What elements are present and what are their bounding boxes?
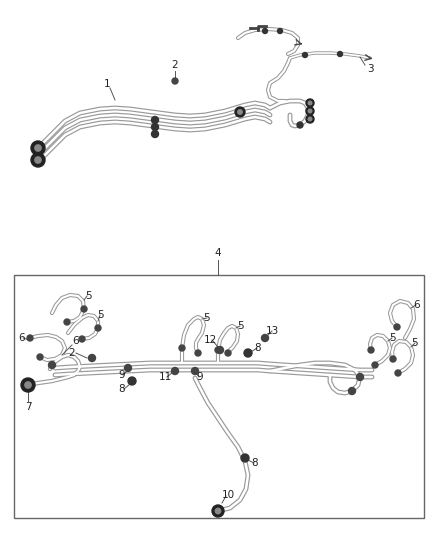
Circle shape [152, 117, 159, 124]
Text: 8: 8 [254, 343, 261, 353]
Circle shape [297, 122, 303, 128]
Circle shape [357, 374, 364, 381]
Circle shape [37, 354, 43, 360]
Text: 6: 6 [413, 300, 420, 310]
Text: 6: 6 [19, 333, 25, 343]
Circle shape [306, 107, 314, 115]
Text: 8: 8 [119, 384, 125, 394]
Circle shape [95, 325, 101, 331]
Text: 2: 2 [69, 348, 75, 358]
Circle shape [306, 115, 314, 123]
Text: 5: 5 [85, 291, 91, 301]
Text: 12: 12 [203, 335, 217, 345]
Circle shape [215, 508, 221, 514]
Circle shape [21, 378, 35, 392]
Circle shape [372, 362, 378, 368]
Circle shape [303, 52, 307, 58]
Circle shape [152, 124, 159, 131]
Text: 5: 5 [412, 338, 418, 348]
Text: 6: 6 [73, 336, 79, 346]
Text: 5: 5 [390, 333, 396, 343]
Circle shape [395, 370, 401, 376]
Circle shape [235, 107, 245, 117]
Circle shape [81, 306, 87, 312]
Text: 5: 5 [237, 321, 244, 331]
Circle shape [124, 365, 131, 372]
Text: 2: 2 [172, 60, 178, 70]
Circle shape [262, 28, 268, 34]
Circle shape [64, 319, 70, 325]
Circle shape [27, 335, 33, 341]
Circle shape [278, 28, 283, 34]
Circle shape [88, 354, 95, 361]
Circle shape [35, 157, 41, 163]
Circle shape [390, 356, 396, 362]
Text: 8: 8 [252, 458, 258, 468]
Circle shape [128, 377, 136, 385]
Circle shape [31, 141, 45, 155]
Text: 9: 9 [197, 372, 203, 382]
Circle shape [212, 505, 224, 517]
Circle shape [172, 78, 178, 84]
Text: 5: 5 [204, 313, 210, 323]
Circle shape [261, 335, 268, 342]
Circle shape [216, 346, 223, 353]
Circle shape [308, 117, 312, 121]
Text: 3: 3 [367, 64, 373, 74]
Text: 11: 11 [159, 372, 172, 382]
Text: 13: 13 [265, 326, 279, 336]
Circle shape [215, 347, 221, 353]
Text: 10: 10 [222, 490, 235, 500]
Circle shape [172, 367, 179, 375]
Circle shape [241, 454, 249, 462]
Circle shape [308, 101, 312, 105]
Circle shape [338, 52, 343, 56]
Circle shape [349, 387, 356, 394]
Circle shape [308, 109, 312, 113]
Circle shape [49, 361, 56, 368]
Text: 4: 4 [215, 248, 221, 258]
Circle shape [244, 349, 252, 357]
Circle shape [368, 347, 374, 353]
Text: 7: 7 [25, 402, 31, 412]
Text: 5: 5 [97, 310, 103, 320]
Circle shape [191, 367, 198, 375]
Circle shape [152, 131, 159, 138]
Circle shape [195, 350, 201, 356]
Circle shape [25, 382, 31, 388]
Text: 9: 9 [119, 370, 125, 380]
Circle shape [238, 110, 242, 114]
Circle shape [306, 99, 314, 107]
Circle shape [179, 345, 185, 351]
Text: 1: 1 [104, 79, 110, 89]
Circle shape [35, 145, 41, 151]
Circle shape [225, 350, 231, 356]
Circle shape [79, 336, 85, 342]
Circle shape [394, 324, 400, 330]
Circle shape [31, 153, 45, 167]
Bar [14, 275, 424, 518]
